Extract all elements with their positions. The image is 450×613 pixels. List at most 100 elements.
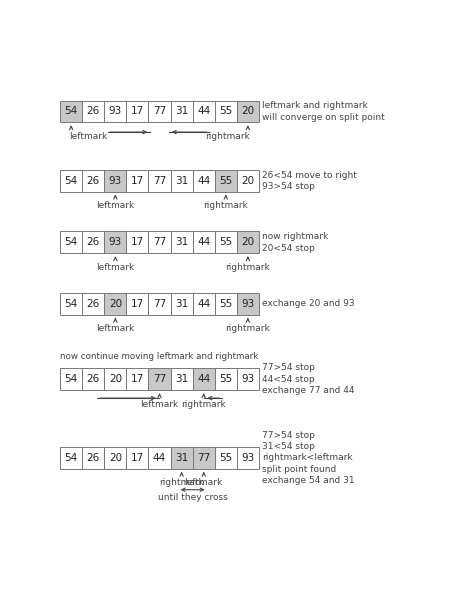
Text: 93: 93: [109, 107, 122, 116]
Text: 44: 44: [197, 375, 210, 384]
Text: 20: 20: [241, 176, 254, 186]
Text: 26: 26: [87, 237, 100, 248]
FancyBboxPatch shape: [171, 170, 193, 192]
Text: 77: 77: [153, 299, 166, 309]
FancyBboxPatch shape: [82, 447, 104, 469]
Text: leftmark: leftmark: [96, 262, 135, 272]
FancyBboxPatch shape: [171, 368, 193, 390]
Text: now rightmark
20<54 stop: now rightmark 20<54 stop: [262, 232, 328, 253]
Text: 54: 54: [64, 375, 78, 384]
Text: 54: 54: [64, 453, 78, 463]
FancyBboxPatch shape: [104, 101, 126, 123]
Text: 17: 17: [131, 176, 144, 186]
Text: rightmark: rightmark: [225, 324, 270, 333]
FancyBboxPatch shape: [193, 293, 215, 315]
FancyBboxPatch shape: [237, 293, 259, 315]
Text: 93: 93: [241, 299, 255, 309]
Text: now continue moving leftmark and rightmark: now continue moving leftmark and rightma…: [60, 352, 259, 361]
Text: 93: 93: [241, 375, 255, 384]
FancyBboxPatch shape: [193, 447, 215, 469]
FancyBboxPatch shape: [104, 447, 126, 469]
Text: 93: 93: [241, 453, 255, 463]
Text: 17: 17: [131, 375, 144, 384]
FancyBboxPatch shape: [126, 293, 148, 315]
Text: 54: 54: [64, 176, 78, 186]
Text: 77>54 stop
31<54 stop
rightmark<leftmark
split point found
exchange 54 and 31: 77>54 stop 31<54 stop rightmark<leftmark…: [262, 430, 355, 485]
FancyBboxPatch shape: [60, 368, 82, 390]
Text: 77>54 stop
44<54 stop
exchange 77 and 44: 77>54 stop 44<54 stop exchange 77 and 44: [262, 364, 355, 395]
FancyBboxPatch shape: [126, 232, 148, 253]
FancyBboxPatch shape: [126, 170, 148, 192]
FancyBboxPatch shape: [126, 101, 148, 123]
FancyBboxPatch shape: [215, 101, 237, 123]
Text: rightmark: rightmark: [203, 201, 248, 210]
Text: leftmark: leftmark: [70, 132, 108, 141]
FancyBboxPatch shape: [104, 293, 126, 315]
FancyBboxPatch shape: [104, 232, 126, 253]
FancyBboxPatch shape: [126, 447, 148, 469]
Text: 55: 55: [219, 453, 232, 463]
FancyBboxPatch shape: [60, 293, 82, 315]
Text: 26: 26: [87, 176, 100, 186]
Text: leftmark: leftmark: [140, 400, 179, 409]
FancyBboxPatch shape: [171, 101, 193, 123]
FancyBboxPatch shape: [237, 232, 259, 253]
FancyBboxPatch shape: [148, 232, 171, 253]
Text: leftmark: leftmark: [96, 324, 135, 333]
Text: rightmark: rightmark: [181, 400, 226, 409]
Text: 20: 20: [241, 237, 254, 248]
Text: leftmark: leftmark: [96, 201, 135, 210]
Text: 54: 54: [64, 299, 78, 309]
Text: 55: 55: [219, 176, 232, 186]
Text: 31: 31: [175, 237, 188, 248]
Text: 26<54 move to right
93>54 stop: 26<54 move to right 93>54 stop: [262, 170, 357, 191]
Text: 20: 20: [241, 107, 254, 116]
Text: 44: 44: [153, 453, 166, 463]
Text: exchange 20 and 93: exchange 20 and 93: [262, 300, 355, 308]
FancyBboxPatch shape: [82, 368, 104, 390]
Text: 77: 77: [153, 375, 166, 384]
Text: 20: 20: [109, 375, 122, 384]
Text: 44: 44: [197, 176, 210, 186]
Text: leftmark: leftmark: [184, 478, 223, 487]
Text: 54: 54: [64, 237, 78, 248]
FancyBboxPatch shape: [237, 368, 259, 390]
Text: 44: 44: [197, 237, 210, 248]
Text: rightmark: rightmark: [205, 132, 249, 141]
Text: 26: 26: [87, 107, 100, 116]
FancyBboxPatch shape: [237, 101, 259, 123]
FancyBboxPatch shape: [126, 368, 148, 390]
FancyBboxPatch shape: [148, 368, 171, 390]
Text: 44: 44: [197, 299, 210, 309]
Text: 26: 26: [87, 299, 100, 309]
FancyBboxPatch shape: [237, 447, 259, 469]
Text: 26: 26: [87, 453, 100, 463]
Text: 31: 31: [175, 453, 188, 463]
Text: 55: 55: [219, 299, 232, 309]
FancyBboxPatch shape: [171, 293, 193, 315]
Text: 77: 77: [153, 237, 166, 248]
Text: 26: 26: [87, 375, 100, 384]
FancyBboxPatch shape: [171, 447, 193, 469]
Text: 17: 17: [131, 299, 144, 309]
Text: 31: 31: [175, 375, 188, 384]
FancyBboxPatch shape: [215, 232, 237, 253]
FancyBboxPatch shape: [148, 447, 171, 469]
FancyBboxPatch shape: [237, 170, 259, 192]
Text: 31: 31: [175, 107, 188, 116]
Text: 93: 93: [109, 237, 122, 248]
Text: leftmark and rightmark
will converge on split point: leftmark and rightmark will converge on …: [262, 101, 385, 122]
Text: 93: 93: [109, 176, 122, 186]
FancyBboxPatch shape: [148, 170, 171, 192]
FancyBboxPatch shape: [193, 232, 215, 253]
FancyBboxPatch shape: [104, 368, 126, 390]
Text: 20: 20: [109, 453, 122, 463]
FancyBboxPatch shape: [82, 293, 104, 315]
FancyBboxPatch shape: [60, 232, 82, 253]
FancyBboxPatch shape: [215, 293, 237, 315]
FancyBboxPatch shape: [60, 170, 82, 192]
FancyBboxPatch shape: [148, 293, 171, 315]
Text: 17: 17: [131, 237, 144, 248]
Text: until they cross: until they cross: [158, 493, 228, 502]
Text: 31: 31: [175, 299, 188, 309]
